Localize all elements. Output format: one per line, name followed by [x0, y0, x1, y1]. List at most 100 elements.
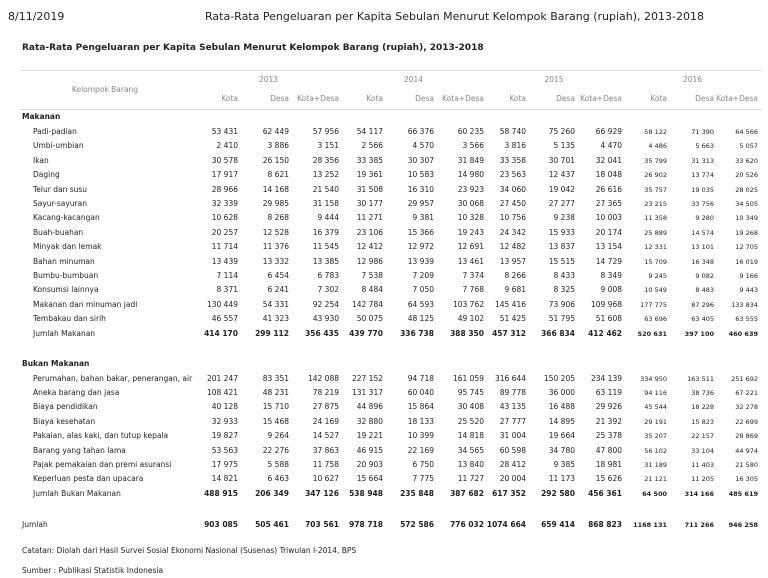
row-label: Konsumsi lainnya [33, 285, 99, 295]
column-header: Kota+Desa [716, 94, 758, 103]
cell: 4 570 [412, 141, 434, 151]
cell: 13 101 [691, 243, 714, 252]
cell: 142 784 [351, 299, 383, 309]
cell: 48 231 [262, 388, 289, 397]
cell: 201 247 [206, 373, 238, 383]
cell: 412 462 [588, 328, 622, 338]
cell: 27 777 [499, 416, 526, 426]
cell: 10 003 [595, 213, 622, 223]
cell: 57 956 [312, 127, 339, 136]
cell: 63 405 [691, 315, 714, 324]
cell: 19 268 [735, 228, 758, 237]
cell: 46 915 [356, 445, 383, 455]
cell: 71 390 [691, 128, 714, 136]
cell: 3 886 [267, 141, 289, 151]
cell: 14 818 [457, 431, 484, 441]
cell: 336 738 [400, 328, 434, 338]
cell: 66 376 [407, 127, 434, 136]
cell: 7 114 [216, 271, 238, 280]
cell: 37 863 [312, 445, 339, 455]
cell: 63 119 [595, 388, 622, 397]
cell: 10 399 [407, 431, 434, 441]
year-header: 2014 [403, 75, 424, 84]
cell: 11 714 [211, 242, 238, 252]
cell: 9 082 [695, 272, 714, 280]
cell: 103 762 [452, 299, 484, 309]
cell: 31 849 [457, 155, 484, 165]
cell: 26 150 [262, 155, 289, 165]
cell: 83 351 [262, 373, 289, 383]
cell: 457 312 [492, 328, 526, 338]
cell: 34 060 [499, 184, 526, 194]
cell: 19 042 [548, 184, 575, 194]
cell: 488 915 [204, 488, 238, 498]
cell: 8 433 [553, 271, 575, 280]
cell: 29 985 [262, 199, 289, 208]
cell: 8 325 [553, 285, 575, 295]
cell: 397 100 [684, 329, 714, 338]
cell: 21 392 [595, 416, 622, 426]
cell: 28 356 [312, 155, 339, 165]
cell: 10 756 [499, 213, 526, 223]
cell: 485 619 [728, 489, 758, 498]
column-header: Desa [695, 94, 714, 103]
cell: 53 563 [211, 445, 238, 455]
cell: 25 889 [644, 228, 667, 237]
cell: 13 332 [262, 256, 289, 266]
cell: 10 349 [735, 214, 758, 223]
cell: 15 468 [262, 416, 289, 426]
cell: 22 157 [691, 432, 714, 441]
cell: 13 840 [457, 460, 484, 469]
row-label: Telur dan susu [33, 184, 88, 194]
row-label: Daging [33, 170, 60, 180]
cell: 23 215 [644, 200, 667, 208]
cell: 13 252 [312, 170, 339, 180]
rule [20, 70, 762, 71]
cell: 572 586 [400, 520, 434, 529]
row-label: Barang yang tahan lama [33, 445, 126, 455]
cell: 41 323 [262, 314, 289, 324]
cell: 30 177 [356, 199, 383, 208]
cell: 12 331 [644, 243, 667, 252]
cell: 251 692 [731, 374, 758, 383]
cell: 32 880 [356, 416, 383, 426]
cell: 54 331 [262, 299, 289, 309]
cell: 12 691 [457, 242, 484, 252]
cell: 12 482 [499, 242, 526, 252]
cell: 13 957 [499, 256, 526, 266]
cell: 14 729 [595, 256, 622, 266]
cell: 14 980 [457, 170, 484, 180]
cell: 30 578 [211, 155, 238, 165]
cell: 31 158 [312, 199, 339, 208]
cell: 58 122 [644, 128, 667, 136]
row-label: Padi-padian [33, 127, 77, 136]
cell: 28 412 [499, 460, 526, 469]
cell: 48 125 [407, 314, 434, 324]
cell: 44 974 [735, 446, 758, 455]
column-header: Desa [415, 94, 434, 103]
cell: 92 254 [312, 299, 339, 309]
cell: 13 461 [457, 256, 484, 266]
row-label: Keperluan pesta dan upacara [33, 474, 144, 484]
cell: 1074 664 [486, 520, 526, 529]
cell: 66 929 [595, 127, 622, 136]
cell: 20 004 [499, 474, 526, 484]
cell: 73 906 [548, 299, 575, 309]
cell: 26 902 [644, 171, 667, 180]
cell: 133 834 [731, 300, 758, 309]
section-title: Bukan Makanan [22, 358, 90, 368]
cell: 456 361 [588, 488, 622, 498]
cell: 20 526 [735, 171, 758, 180]
cell: 51 425 [499, 314, 526, 324]
cell: 62 449 [262, 127, 289, 136]
cell: 7 768 [462, 285, 484, 295]
cell: 30 701 [548, 155, 575, 165]
cell: 25 378 [595, 431, 622, 441]
cell: 54 117 [356, 127, 383, 136]
cell: 31 189 [644, 461, 667, 469]
row-label: Umbi-umbian [33, 141, 84, 151]
cell: 15 515 [548, 256, 575, 266]
cell: 9 245 [648, 272, 667, 280]
cell: 16 310 [407, 184, 434, 194]
cell: 334 950 [640, 374, 667, 383]
